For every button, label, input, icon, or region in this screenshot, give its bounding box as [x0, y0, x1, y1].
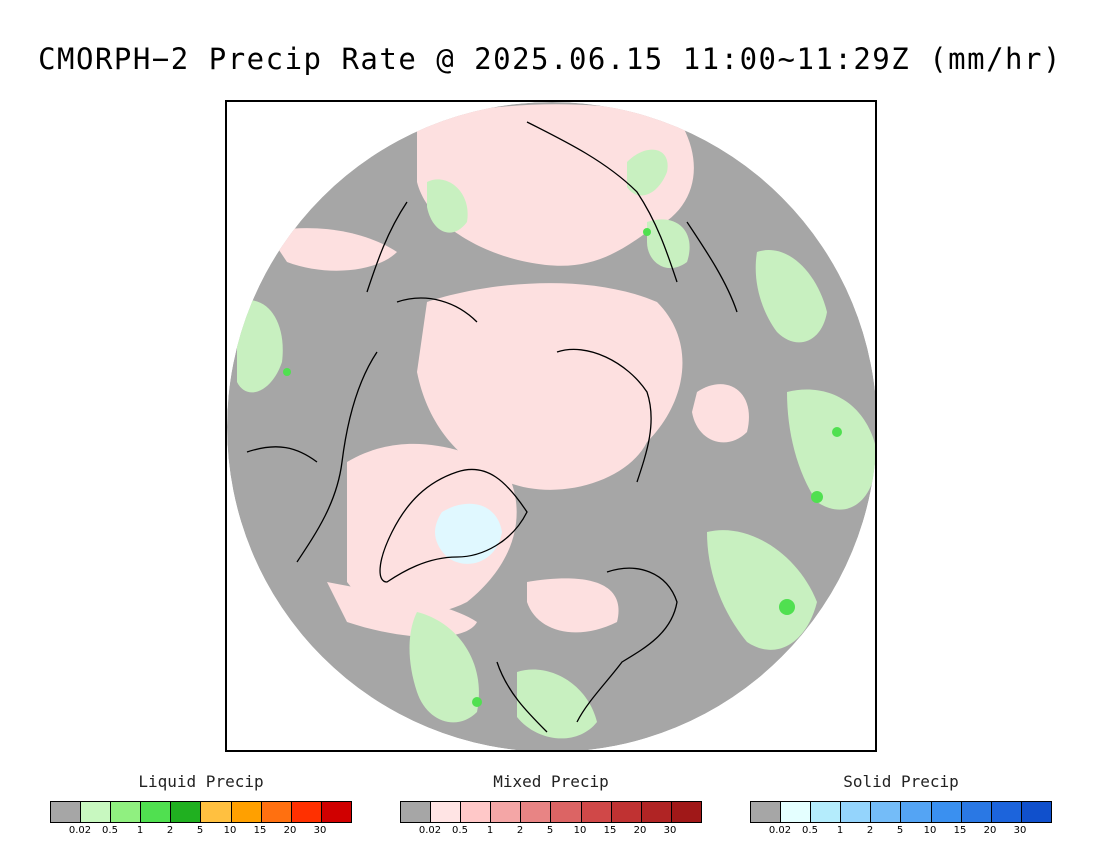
swatch [671, 802, 701, 822]
swatch [641, 802, 672, 822]
swatch [551, 802, 582, 822]
swatch [401, 802, 432, 822]
swatch [871, 802, 902, 822]
swatch [961, 802, 992, 822]
tick-label: 1 [136, 825, 144, 836]
swatch [231, 802, 262, 822]
legend-colorbar [50, 801, 352, 823]
legend-title: Mixed Precip [493, 772, 609, 791]
tick-label: 10 [923, 825, 937, 836]
swatch [611, 802, 642, 822]
legend-colorbar [750, 801, 1052, 823]
tick-label: 2 [166, 825, 174, 836]
swatch [901, 802, 932, 822]
swatch [491, 802, 522, 822]
map-title: CMORPH−2 Precip Rate @ 2025.06.15 11:00~… [38, 42, 1062, 76]
swatch [111, 802, 142, 822]
solid-precip-area [435, 503, 502, 564]
swatch [991, 802, 1022, 822]
tick-label: 2 [516, 825, 524, 836]
legend-ticks: 0.02 0.5 1 2 5 10 15 20 30 [750, 823, 1052, 837]
tick-label: 2 [866, 825, 874, 836]
legend-colorbar [400, 801, 702, 823]
swatch [841, 802, 872, 822]
tick-label: 15 [253, 825, 267, 836]
tick-label: 20 [633, 825, 647, 836]
swatch [581, 802, 612, 822]
legend-ticks: 0.02 0.5 1 2 5 10 15 20 30 [400, 823, 702, 837]
mixed-precip-areas [267, 104, 749, 637]
tick-label: 0.5 [802, 825, 818, 836]
swatch [521, 802, 552, 822]
tick-label: 5 [546, 825, 554, 836]
tick-label: 1 [486, 825, 494, 836]
tick-label: 30 [1013, 825, 1027, 836]
legend-title: Liquid Precip [138, 772, 264, 791]
tick-label: 30 [313, 825, 327, 836]
swatch [1021, 802, 1051, 822]
tick-label: 20 [283, 825, 297, 836]
swatch [81, 802, 112, 822]
tick-label: 30 [663, 825, 677, 836]
coastlines [246, 121, 738, 733]
tick-label: 20 [983, 825, 997, 836]
swatch [431, 802, 462, 822]
legend-ticks: 0.02 0.5 1 2 5 10 15 20 30 [50, 823, 352, 837]
swatch [261, 802, 292, 822]
swatch [51, 802, 82, 822]
swatch [171, 802, 202, 822]
tick-label: 0.02 [68, 825, 92, 836]
legend-liquid: Liquid Precip 0.02 0.5 1 2 5 10 15 20 30 [50, 772, 352, 837]
tick-label: 0.02 [418, 825, 442, 836]
liquid-precip-heavier [283, 228, 842, 707]
legend-mixed: Mixed Precip 0.02 0.5 1 2 5 10 15 20 30 [400, 772, 702, 837]
tick-label: 0.5 [102, 825, 118, 836]
tick-label: 5 [896, 825, 904, 836]
swatch [461, 802, 492, 822]
swatch [291, 802, 322, 822]
tick-label: 0.5 [452, 825, 468, 836]
swatch [321, 802, 351, 822]
swatch [931, 802, 962, 822]
swatch [811, 802, 842, 822]
tick-label: 15 [603, 825, 617, 836]
polar-precip-map [225, 100, 877, 752]
swatch [201, 802, 232, 822]
swatch [141, 802, 172, 822]
tick-label: 15 [953, 825, 967, 836]
swatch [781, 802, 812, 822]
tick-label: 0.02 [768, 825, 792, 836]
legend-solid: Solid Precip 0.02 0.5 1 2 5 10 15 20 30 [750, 772, 1052, 837]
tick-label: 10 [223, 825, 237, 836]
tick-label: 5 [196, 825, 204, 836]
tick-label: 10 [573, 825, 587, 836]
swatch [751, 802, 782, 822]
legend-title: Solid Precip [843, 772, 959, 791]
tick-label: 1 [836, 825, 844, 836]
